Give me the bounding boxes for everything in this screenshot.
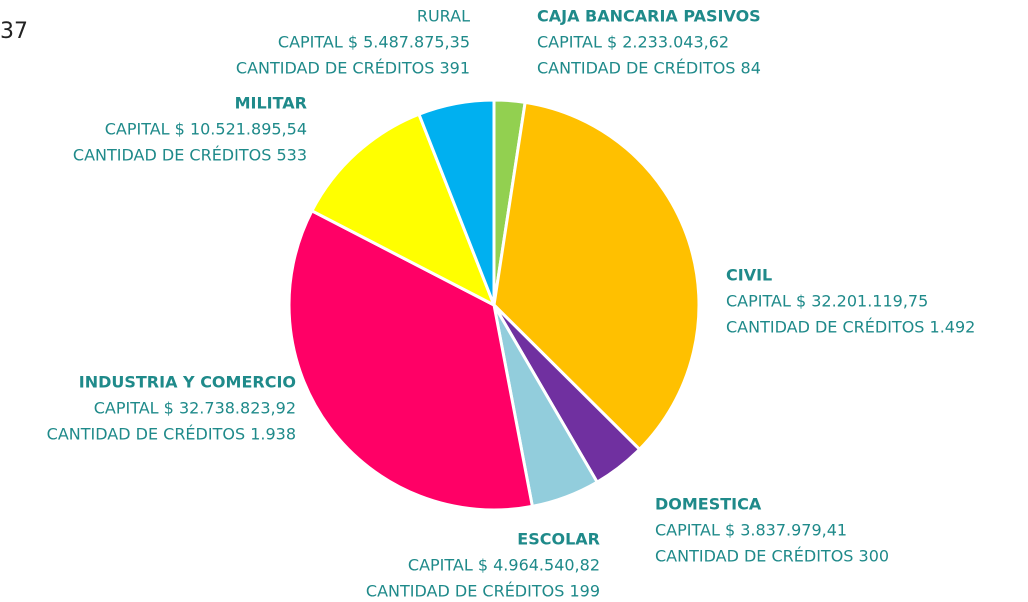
value-label: CAPITAL $ 10.521.895,54 — [105, 120, 307, 139]
credit-label: CANTIDAD DE CRÉDITOS 1.492 — [726, 318, 975, 337]
value-label: CAPITAL $ 5.487.875,35 — [278, 33, 470, 52]
pie-slice — [416, 98, 496, 306]
credit-label: CANTIDAD DE CRÉDITOS 199 — [366, 582, 600, 601]
value-label: CAPITAL $ 4.964.540,82 — [408, 556, 600, 575]
slice-label: DOMESTICA — [655, 495, 762, 514]
credit-label: CANTIDAD DE CRÉDITOS 300 — [655, 547, 889, 566]
credit-label: CANTIDAD DE CRÉDITOS 391 — [236, 59, 470, 78]
slice-label: RURAL — [417, 7, 470, 26]
credit-label: CANTIDAD DE CRÉDITOS 533 — [73, 146, 307, 165]
pie-slice — [287, 208, 535, 512]
slice-label: CIVIL — [726, 266, 772, 285]
slice-label: INDUSTRIA Y COMERCIO — [79, 373, 296, 392]
slice-label: MILITAR — [235, 94, 307, 113]
value-label: CAPITAL $ 2.233.043,62 — [537, 33, 729, 52]
slice-label: ESCOLAR — [517, 530, 600, 549]
value-label: CAPITAL $ 32.201.119,75 — [726, 292, 928, 311]
value-label: CAPITAL $ 32.738.823,92 — [94, 399, 296, 418]
chart-title: 937 — [0, 19, 28, 44]
pie-slice — [492, 100, 701, 452]
credit-label: CANTIDAD DE CRÉDITOS 1.938 — [47, 425, 296, 444]
pie-slice — [309, 112, 497, 309]
slice-label: CAJA BANCARIA PASIVOS — [537, 7, 761, 26]
value-label: CAPITAL $ 3.837.979,41 — [655, 521, 847, 540]
credit-label: CANTIDAD DE CRÉDITOS 84 — [537, 59, 761, 78]
